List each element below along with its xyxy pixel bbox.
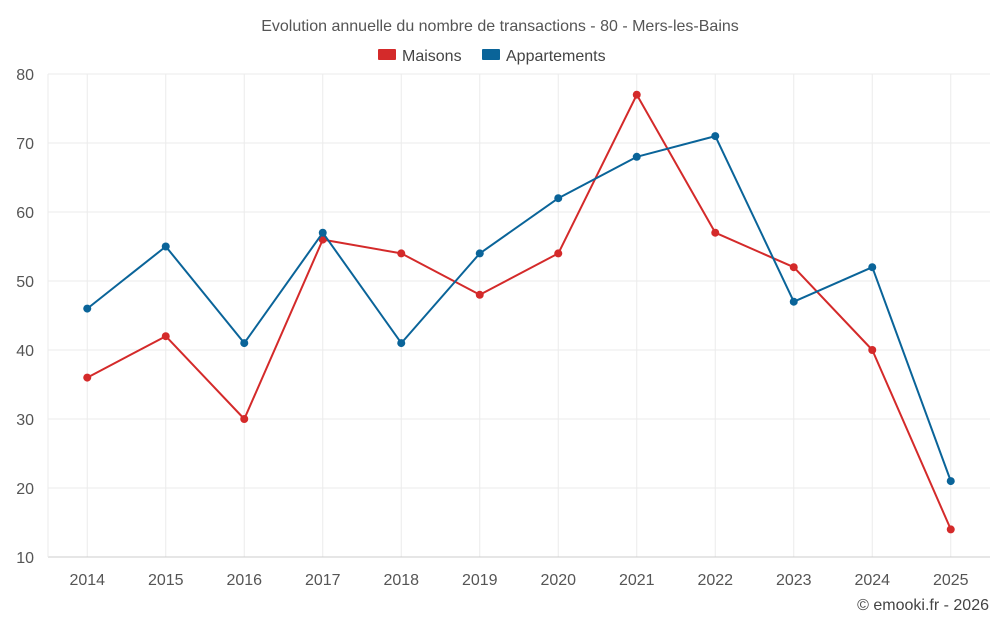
series-maisons (83, 90, 955, 534)
data-point-maisons-2014[interactable] (83, 373, 92, 382)
data-point-appartements-2017[interactable] (318, 228, 327, 237)
chart-title: Evolution annuelle du nombre de transact… (261, 18, 739, 35)
y-tick-label: 20 (16, 481, 34, 498)
legend-swatch-appartements (482, 49, 500, 60)
y-tick-label: 70 (16, 136, 34, 153)
data-point-maisons-2025[interactable] (946, 525, 955, 534)
legend: Maisons Appartements (378, 48, 606, 65)
data-point-appartements-2023[interactable] (789, 297, 798, 306)
x-tick-label: 2018 (383, 572, 419, 589)
data-point-appartements-2016[interactable] (240, 339, 249, 348)
data-point-appartements-2015[interactable] (161, 242, 170, 251)
data-point-appartements-2014[interactable] (83, 304, 92, 313)
series-appartements (83, 132, 955, 486)
series-line-appartements (86, 135, 952, 482)
data-point-appartements-2020[interactable] (554, 194, 563, 203)
y-tick-label: 80 (16, 67, 34, 84)
data-point-maisons-2024[interactable] (868, 346, 877, 354)
y-tick-label: 60 (16, 205, 34, 222)
data-point-maisons-2020[interactable] (554, 249, 563, 258)
legend-item-maisons[interactable]: Maisons (378, 48, 462, 65)
legend-item-appartements[interactable]: Appartements (482, 48, 606, 65)
series (83, 90, 955, 534)
data-point-maisons-2019[interactable] (475, 290, 484, 299)
x-tick-label: 2017 (305, 572, 341, 589)
x-tick-label: 2024 (854, 572, 890, 589)
y-tick-label: 10 (16, 550, 34, 567)
data-point-maisons-2016[interactable] (240, 415, 249, 423)
data-point-maisons-2017[interactable] (318, 235, 327, 244)
data-point-maisons-2021[interactable] (632, 90, 641, 99)
data-point-appartements-2022[interactable] (711, 132, 720, 141)
x-tick-label: 2022 (697, 572, 733, 589)
x-tick-label: 2020 (540, 572, 576, 589)
legend-label-maisons: Maisons (402, 48, 462, 65)
data-point-maisons-2015[interactable] (161, 332, 170, 341)
series-line-maisons (86, 93, 952, 530)
data-point-appartements-2018[interactable] (397, 339, 406, 348)
x-tick-label: 2014 (69, 572, 105, 589)
y-tick-label: 40 (16, 343, 34, 360)
x-tick-label: 2025 (933, 572, 969, 589)
data-point-maisons-2018[interactable] (397, 249, 406, 258)
data-point-maisons-2023[interactable] (789, 263, 798, 272)
y-tick-label: 50 (16, 274, 34, 291)
data-point-appartements-2021[interactable] (632, 152, 641, 161)
data-point-appartements-2024[interactable] (868, 263, 877, 272)
x-tick-label: 2021 (619, 572, 655, 589)
data-point-maisons-2022[interactable] (711, 228, 720, 237)
x-tick-label: 2019 (462, 572, 498, 589)
x-tick-label: 2023 (776, 572, 812, 589)
x-tick-label: 2016 (226, 572, 262, 589)
y-tick-label: 30 (16, 412, 34, 429)
credit-text: © emooki.fr - 2026 (857, 597, 989, 614)
axes: 10 20 30 40 50 60 70 80 2014 2015 2016 2017 2018 2019… (16, 67, 990, 589)
legend-label-appartements: Appartements (506, 48, 606, 65)
data-point-appartements-2025[interactable] (946, 477, 955, 486)
gridlines (48, 73, 990, 557)
data-point-appartements-2019[interactable] (475, 249, 484, 258)
legend-swatch-maisons (378, 49, 396, 60)
x-tick-label: 2015 (148, 572, 184, 589)
